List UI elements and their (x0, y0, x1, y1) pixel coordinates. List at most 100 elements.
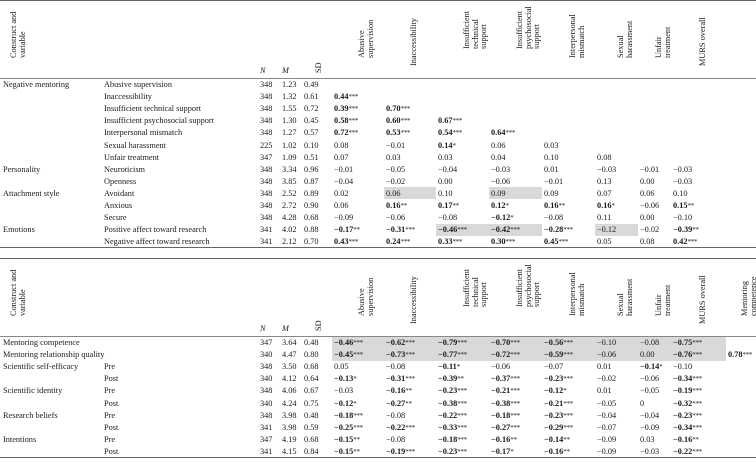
significance-stars: *** (405, 226, 415, 235)
significance-stars: *** (400, 129, 411, 138)
correlation-value: 0.07 (597, 188, 612, 198)
correlation-cell: −0.07 (542, 361, 595, 373)
correlation-cell: −0.46*** (436, 223, 489, 236)
correlation-value: −0.02 (386, 176, 406, 186)
column-header-line: variable (17, 288, 27, 316)
correlation-value: 0.10 (673, 188, 688, 198)
correlation-value: −0.12 (491, 213, 511, 223)
correlation-cell (436, 79, 489, 91)
correlation-value: −0.18 (334, 410, 354, 420)
column-header-label: Insufficient psychosocial support (515, 6, 542, 49)
n-value: 348 (260, 116, 273, 126)
significance-stars: * (563, 387, 567, 396)
sd-value: 0.96 (304, 164, 319, 174)
correlation-cell: −0.39** (671, 224, 726, 236)
column-header: Inaccessibility (384, 1, 436, 79)
table-row: Secure 348 4.28 0.68 −0.09 −0.06 −0.08 −0.12* −0… (0, 212, 756, 224)
correlation-cell (436, 103, 489, 115)
m-value: 4.19 (282, 434, 297, 444)
construct-name (0, 115, 102, 127)
construct-name: Negative mentoring (3, 80, 70, 90)
correlation-cell (595, 91, 638, 103)
correlation-cell: 0.60*** (384, 115, 436, 127)
significance-stars: *** (510, 423, 520, 432)
correlation-cell: −0.05 (595, 397, 638, 409)
correlation-cell: 0.14* (436, 139, 489, 151)
table-row: Scientific identity Pre 348 4.06 0.67 −0.03 −0… (0, 385, 756, 397)
correlation-cell: 0.13 (595, 175, 638, 187)
correlation-cell: 0.15** (671, 199, 726, 211)
correlation-cell (595, 115, 638, 127)
correlation-cell: 0.08 (595, 151, 638, 163)
correlation-cell: 0.08 (638, 236, 671, 248)
correlation-cell: −0.72*** (489, 348, 542, 361)
correlation-cell: −0.08 (436, 212, 489, 224)
column-header-line: Insufficient (514, 268, 524, 307)
correlation-value: −0.27 (491, 422, 511, 432)
column-header: Abusive supervision (332, 259, 384, 337)
correlation-cell: −0.23*** (671, 409, 726, 421)
correlation-cell (671, 103, 726, 115)
column-header-line: supervision (365, 19, 375, 58)
m-value: 2.12 (282, 237, 297, 247)
correlation-cell: 0.00 (638, 348, 671, 361)
correlation-cell: −0.22*** (436, 409, 489, 421)
variable-name: Pre (104, 410, 116, 420)
correlation-value: −0.28 (544, 225, 564, 235)
n-header-label: N (260, 66, 266, 75)
correlation-cell: 0.00 (638, 175, 671, 187)
correlation-value: −0.01 (640, 164, 660, 174)
correlation-cell: 0.43*** (332, 236, 384, 248)
correlation-value: −0.32 (673, 398, 693, 408)
correlation-cell: −0.02 (595, 373, 638, 385)
correlation-value: −0.18 (438, 434, 458, 444)
construct-name (0, 421, 102, 433)
correlation-cell: −0.42*** (489, 223, 542, 236)
correlation-value: 0.70 (386, 104, 401, 114)
m-value: 2.72 (282, 200, 297, 210)
correlation-value: 0.30 (491, 237, 506, 247)
column-header: Interpersonal mismatch (542, 1, 595, 79)
significance-stars: *** (353, 423, 363, 432)
correlation-value: −0.72 (491, 350, 511, 360)
header-row: Construct and variable N M SD Abusive supervis… (0, 258, 756, 337)
correlation-value: 0.33 (438, 237, 453, 247)
correlation-value: 0.17 (438, 200, 453, 210)
significance-stars: *** (687, 238, 698, 247)
significance-stars: *** (510, 411, 520, 420)
correlation-cell (671, 79, 726, 91)
correlation-cell (671, 91, 726, 103)
m-value: 1.30 (282, 116, 297, 126)
sd-value: 0.80 (304, 350, 319, 360)
correlation-cell: −0.02 (384, 175, 436, 187)
construct-name: Scientific identity (3, 386, 63, 396)
table-row: Post 340 4.12 0.64 −0.13* −0.31*** −0.39** −0.3… (0, 373, 756, 385)
significance-stars: *** (457, 435, 467, 444)
correlation-value: −0.27 (386, 398, 406, 408)
correlation-cell: −0.16** (671, 433, 726, 445)
correlation-cell: −0.03 (671, 163, 726, 175)
correlation-cell: −0.09 (595, 433, 638, 445)
correlation-value: −0.16 (386, 386, 406, 396)
correlation-cell: 0.11 (595, 212, 638, 224)
column-header-line: Sexual (615, 293, 625, 316)
correlation-cell: 0.05 (595, 236, 638, 248)
column-header-line: mismatch (576, 25, 586, 58)
column-header-label: Interpersonal mismatch (568, 14, 586, 58)
sd-value: 0.64 (304, 374, 319, 384)
correlation-cell (542, 91, 595, 103)
correlation-cell (671, 127, 726, 139)
m-value: 3.34 (282, 164, 297, 174)
correlation-value: −0.02 (597, 374, 617, 384)
column-header-label: Abusive supervision (357, 277, 375, 315)
variable-name: Insufficient psychosocial support (104, 116, 214, 126)
sd-header: SD (302, 1, 332, 79)
correlation-cell: 0.33*** (436, 236, 489, 248)
construct-name (0, 397, 102, 409)
significance-stars: *** (510, 387, 520, 396)
significance-stars: *** (742, 351, 753, 360)
m-value: 3.98 (282, 410, 297, 420)
column-header-label: Abusive supervision (357, 19, 375, 58)
correlation-cell: 0.01 (595, 385, 638, 397)
construct-variable-label: Construct and variable (9, 269, 27, 316)
